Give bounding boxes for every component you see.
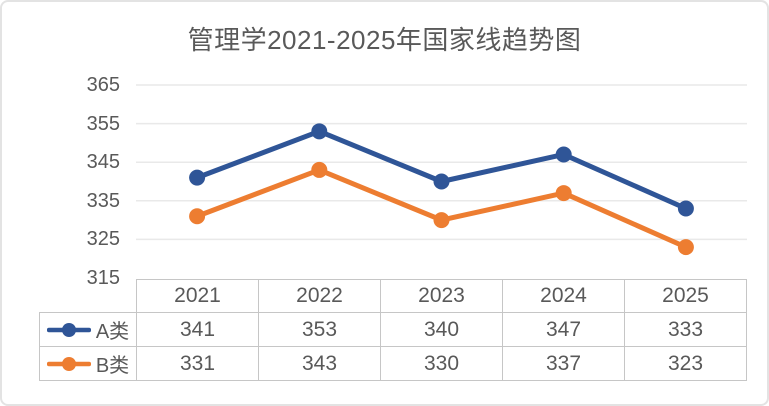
data-point-marker: [433, 212, 450, 229]
table-corner-cell: [40, 280, 137, 313]
value-cell: 347: [502, 312, 625, 347]
data-point-marker: [189, 169, 206, 186]
year-header-cell: 2025: [624, 279, 747, 313]
table-row: A类 341 353 340 347 333: [39, 312, 747, 347]
value-cell: 333: [624, 312, 747, 347]
table-row: B类 331 343 330 337 323: [39, 346, 747, 381]
value-cell: 353: [258, 312, 381, 347]
legend-line-marker-icon: [46, 356, 91, 371]
data-point-marker: [677, 239, 694, 256]
y-axis-tick-label: 335: [86, 189, 120, 212]
data-point-marker: [311, 161, 328, 178]
data-point-marker: [189, 208, 206, 225]
value-cell: 343: [258, 346, 381, 381]
y-axis-tick-label: 345: [86, 151, 120, 174]
legend-key-cell: A类: [39, 312, 137, 347]
data-point-marker: [311, 123, 328, 140]
value-cell: 323: [624, 346, 747, 381]
legend-key-cell: B类: [39, 346, 137, 381]
data-point-marker: [555, 146, 572, 163]
year-header-cell: 2022: [258, 279, 381, 313]
data-point-marker: [433, 173, 450, 190]
y-axis-tick-label: 315: [86, 267, 120, 289]
legend-line-marker-icon: [46, 322, 91, 337]
table-header-row: 2021 2022 2023 2024 2025: [40, 279, 747, 313]
y-axis-tick-label: 355: [86, 112, 120, 135]
series-line-0: [194, 128, 689, 212]
value-cell: 337: [502, 346, 625, 381]
value-cell: 341: [136, 312, 259, 347]
data-point-marker: [555, 185, 572, 202]
value-cell: 331: [136, 346, 259, 381]
year-header-cell: 2023: [380, 279, 503, 313]
legend-series-label: A类: [95, 321, 130, 343]
chart-title: 管理学2021-2025年国家线趋势图: [187, 25, 582, 55]
y-axis-tick-label: 365: [86, 74, 120, 96]
data-table: 2021 2022 2023 2024 2025 A类 341 353 340 347 333 B…: [39, 279, 747, 381]
value-cell: 330: [380, 346, 503, 381]
legend-series-label: B类: [95, 355, 130, 377]
year-header-cell: 2021: [136, 279, 259, 313]
year-header-cell: 2024: [502, 279, 625, 313]
data-point-marker: [677, 200, 694, 217]
y-axis-tick-label: 325: [86, 228, 120, 251]
value-cell: 340: [380, 312, 503, 347]
